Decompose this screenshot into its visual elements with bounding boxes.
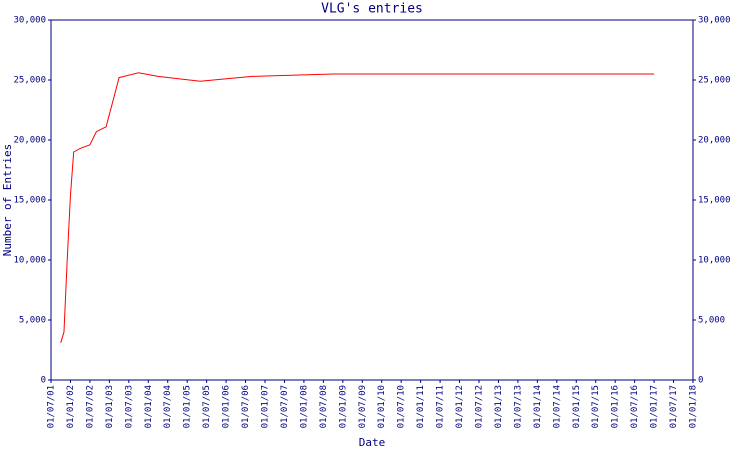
data-line xyxy=(60,72,655,343)
x-tick-label: 01/07/07 xyxy=(280,385,290,428)
y2-tick-label: 20,000 xyxy=(698,136,731,146)
y-tick-label: 15,000 xyxy=(13,196,46,206)
x-tick-label: 01/07/16 xyxy=(630,385,640,428)
x-tick-label: 01/07/15 xyxy=(591,385,601,428)
y2-tick-label: 25,000 xyxy=(698,76,731,86)
chart-title: VLG's entries xyxy=(321,2,423,17)
x-tick-label: 01/01/02 xyxy=(66,385,76,428)
y-tick-label: 10,000 xyxy=(13,256,46,266)
y-tick-label: 30,000 xyxy=(13,16,46,26)
x-tick-label: 01/01/18 xyxy=(689,385,699,428)
x-tick-label: 01/01/11 xyxy=(416,385,426,428)
x-tick-label: 01/01/03 xyxy=(105,385,115,428)
x-tick-label: 01/01/04 xyxy=(144,385,154,428)
x-tick-label: 01/01/17 xyxy=(650,385,660,428)
x-tick-label: 01/07/01 xyxy=(47,385,57,428)
x-tick-label: 01/01/10 xyxy=(377,385,387,428)
x-tick-label: 01/07/02 xyxy=(85,385,95,428)
y2-tick-label: 5,000 xyxy=(698,316,725,326)
x-tick-label: 01/07/09 xyxy=(358,385,368,428)
x-tick-label: 01/07/17 xyxy=(669,385,679,428)
y2-tick-label: 0 xyxy=(698,376,703,386)
y2-tick-label: 10,000 xyxy=(698,256,731,266)
x-tick-label: 01/01/15 xyxy=(572,385,582,428)
y2-tick-label: 30,000 xyxy=(698,16,731,26)
x-tick-label: 01/01/05 xyxy=(183,385,193,428)
x-tick-label: 01/07/14 xyxy=(552,385,562,428)
x-tick-label: 01/07/13 xyxy=(513,385,523,428)
y-tick-label: 5,000 xyxy=(19,316,46,326)
y2-tick-label: 15,000 xyxy=(698,196,731,206)
y-tick-label: 25,000 xyxy=(13,76,46,86)
x-tick-label: 01/07/12 xyxy=(475,385,485,428)
x-tick-label: 01/07/10 xyxy=(397,385,407,428)
x-tick-label: 01/01/08 xyxy=(299,385,309,428)
x-tick-label: 01/01/12 xyxy=(455,385,465,428)
x-tick-label: 01/07/08 xyxy=(319,385,329,428)
x-tick-label: 01/01/06 xyxy=(222,385,232,428)
x-tick-label: 01/07/03 xyxy=(124,385,134,428)
x-tick-label: 01/01/13 xyxy=(494,385,504,428)
x-axis-title: Date xyxy=(359,436,386,449)
x-tick-label: 01/01/07 xyxy=(261,385,271,428)
x-tick-label: 01/01/16 xyxy=(611,385,621,428)
y-tick-label: 20,000 xyxy=(13,136,46,146)
x-tick-label: 01/07/04 xyxy=(163,385,173,428)
x-tick-label: 01/01/14 xyxy=(533,385,543,428)
x-tick-label: 01/07/05 xyxy=(202,385,212,428)
y-axis-title: Number of Entries xyxy=(1,144,14,257)
x-tick-label: 01/01/09 xyxy=(338,385,348,428)
x-tick-label: 01/07/11 xyxy=(436,385,446,428)
x-tick-label: 01/07/06 xyxy=(241,385,251,428)
y-tick-label: 0 xyxy=(41,376,46,386)
